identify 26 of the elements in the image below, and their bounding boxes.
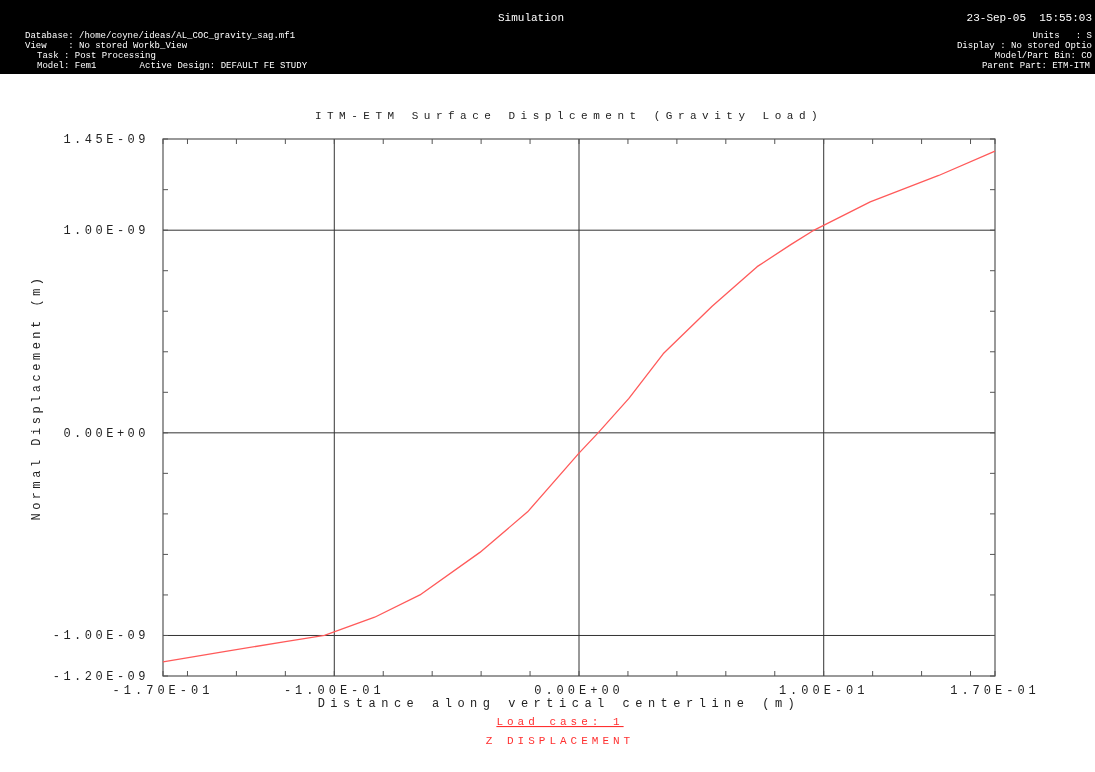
x-tick-label: 0.00E+00 [534, 684, 624, 698]
text: Task : Post Processing [37, 51, 156, 61]
y-tick-label: -1.00E-09 [52, 629, 149, 644]
x-tick-label: -1.00E-01 [283, 684, 385, 698]
x-tick-label: 1.00E-01 [778, 684, 869, 698]
y-tick-label: 1.00E-09 [63, 224, 149, 239]
y-tick-label: 1.45E-09 [63, 133, 149, 147]
text: View : No stored Workb_View [25, 41, 188, 51]
text: Parent Part: ETM-ITM [981, 61, 1090, 71]
text: Units : S [1032, 31, 1092, 41]
chart-title: ITM-ETM Surface Displcement (Gravity Load) [314, 110, 824, 122]
text: Simulation [498, 12, 565, 24]
x-axis-title: Distance along vertical centerline (m) [317, 697, 801, 711]
y-axis-title: Normal Displacement (m) [30, 274, 44, 521]
text: Database: /home/coyne/ideas/AL_COC_gravity_sag.mf1 [25, 31, 296, 41]
x-tick-label: -1.70E-01 [112, 684, 214, 698]
text: 23-Sep-05 15:55:03 [966, 12, 1092, 24]
text: Z DISPLACEMENT [485, 735, 635, 747]
text: Display : No stored Optio [956, 41, 1092, 51]
line-series [162, 150, 996, 663]
x-tick-label: 1.70E-01 [950, 684, 1040, 698]
text: Model: Fem1 Active Design: DEFAULT FE STUDY [37, 61, 308, 71]
text: Load case: 1 [496, 716, 624, 728]
y-tick-label: -1.20E-09 [52, 670, 149, 684]
y-tick-label: 0.00E+00 [63, 426, 149, 441]
text: Model/Part Bin: CO [994, 51, 1092, 61]
